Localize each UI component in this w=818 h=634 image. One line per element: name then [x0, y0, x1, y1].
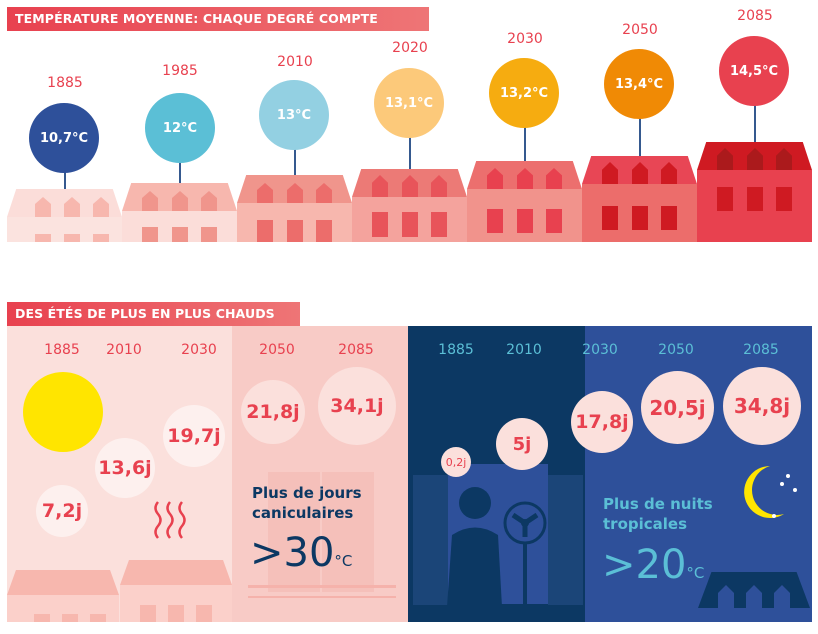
nights-2010: 5j [496, 418, 548, 470]
year-label: 2050 [622, 22, 658, 38]
year-label: 2010 [506, 342, 542, 358]
hot-days-2030: 19,7j [163, 405, 225, 467]
sun-icon [23, 372, 103, 452]
year-label: 1885 [47, 75, 83, 91]
nights-2030: 17,8j [571, 391, 633, 453]
year-label: 2030 [181, 342, 217, 358]
caption-line: Plus de jours [252, 484, 362, 502]
dormer [746, 585, 762, 608]
temp-circle-2030: 13,2°C [489, 58, 559, 128]
pin [179, 160, 181, 185]
pin [754, 105, 756, 145]
year-label: 2085 [743, 342, 779, 358]
year-label: 2050 [259, 342, 295, 358]
balcony-railing [248, 585, 396, 622]
year-label: 1985 [162, 63, 198, 79]
pin [639, 115, 641, 157]
temp-circle-2010: 13°C [259, 80, 329, 150]
threshold-unit: °C [686, 564, 705, 582]
nights-1885: 0,2j [441, 447, 471, 477]
year-label: 2030 [507, 31, 543, 47]
dormer [774, 585, 790, 608]
house-2010 [237, 175, 352, 242]
hot-days-2085: 34,1j [318, 367, 396, 445]
year-label: 2085 [338, 342, 374, 358]
nights-2050: 20,5j [641, 371, 714, 444]
temp-circle-2050: 13,4°C [604, 49, 674, 119]
section-title-temperature: TEMPÉRATURE MOYENNE: CHAQUE DEGRÉ COMPTE [7, 7, 429, 31]
house-2085 [697, 142, 812, 242]
house-2050 [582, 156, 697, 242]
year-label: 2010 [106, 342, 142, 358]
pin [409, 130, 411, 170]
nights-caption: Plus de nuits tropicales [603, 494, 713, 534]
window-shutter [322, 472, 374, 592]
window-shutter [548, 475, 583, 605]
pin [294, 145, 296, 175]
house-1885 [7, 189, 122, 242]
house-silhouette [120, 560, 232, 622]
section-title-summers: DES ÉTÉS DE PLUS EN PLUS CHAUDS [7, 302, 300, 326]
house-silhouette [7, 570, 119, 622]
dormer [718, 585, 734, 608]
caption-line: Plus de nuits [603, 495, 713, 513]
year-label: 2030 [582, 342, 618, 358]
year-label: 2050 [658, 342, 694, 358]
hot-days-2050: 21,8j [241, 380, 305, 444]
pin [64, 160, 66, 190]
nights-2085: 34,8j [723, 367, 801, 445]
year-label: 1885 [44, 342, 80, 358]
year-label: 2085 [737, 8, 773, 24]
caption-line: caniculaires [252, 504, 354, 522]
hot-days-caption: Plus de jours caniculaires [252, 483, 362, 523]
threshold-value: >30 [250, 530, 335, 576]
threshold-value: >20 [602, 542, 687, 588]
year-label: 1885 [438, 342, 474, 358]
temp-circle-1885: 10,7°C [29, 103, 99, 173]
threshold-unit: °C [334, 552, 353, 570]
year-label: 2020 [392, 40, 428, 56]
hot-days-2010: 13,6j [95, 438, 155, 498]
heat-waves-icon [154, 501, 186, 539]
pin [524, 120, 526, 162]
temp-circle-2085: 14,5°C [719, 36, 789, 106]
house-2020 [352, 169, 467, 242]
house-2030 [467, 161, 582, 242]
temp-circle-1985: 12°C [145, 93, 215, 163]
nights-threshold: >20°C [602, 545, 704, 593]
caption-line: tropicales [603, 515, 688, 533]
moon-icon [744, 466, 797, 518]
house-1985 [122, 183, 237, 242]
hot-days-threshold: >30°C [250, 533, 352, 581]
year-label: 2010 [277, 54, 313, 70]
window-shutter [413, 475, 448, 605]
window-shutter [268, 472, 320, 592]
person-with-fan-illustration [447, 487, 547, 607]
temp-circle-2020: 13,1°C [374, 68, 444, 138]
hot-days-1885: 7,2j [36, 485, 88, 537]
